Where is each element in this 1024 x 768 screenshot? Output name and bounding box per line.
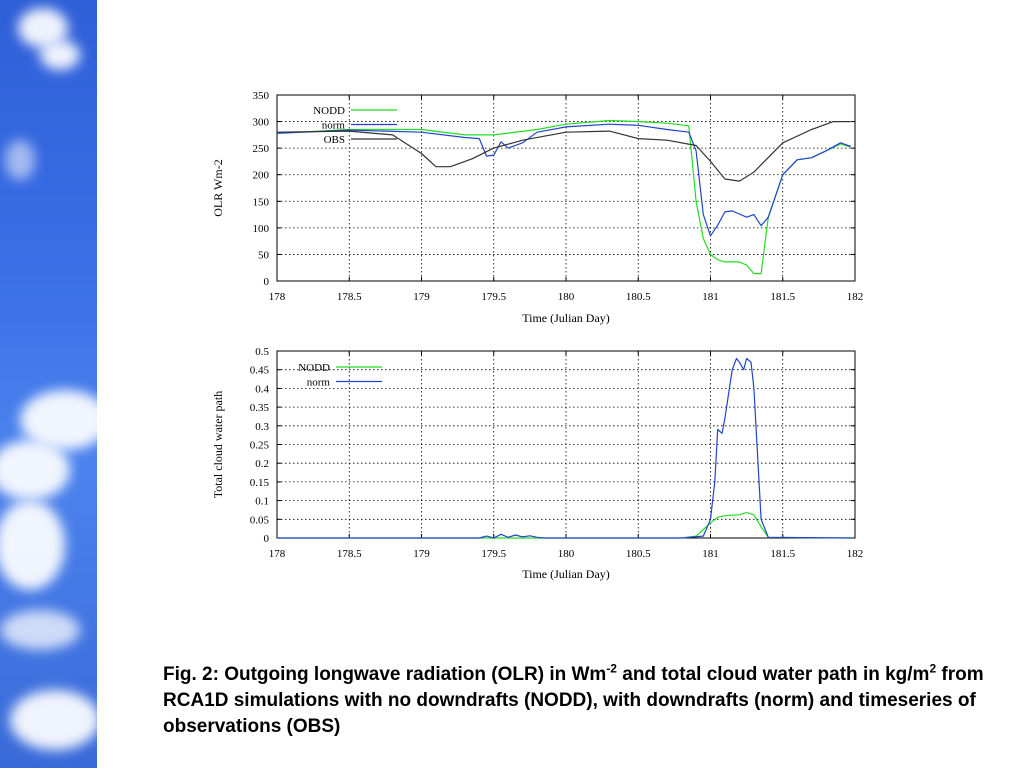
y-axis-label: OLR Wm-2 (211, 159, 225, 216)
legend-label-obs: OBS (324, 134, 345, 146)
x-tick-label: 182 (847, 548, 864, 560)
y-tick-label: 0.45 (250, 365, 270, 377)
x-tick-label: 182 (847, 291, 864, 303)
cloud-shape (40, 40, 80, 70)
y-tick-label: 150 (253, 196, 270, 208)
y-tick-label: 0.1 (255, 496, 269, 508)
y-tick-label: 0.25 (250, 440, 270, 452)
x-tick-label: 181 (702, 291, 719, 303)
legend-label-norm: norm (322, 120, 346, 132)
cloud-shape (0, 500, 65, 590)
x-axis-label: Time (Julian Day) (522, 567, 610, 581)
y-tick-label: 0.5 (255, 346, 269, 358)
y-axis-label: Total cloud water path (211, 391, 225, 498)
x-tick-label: 178.5 (337, 291, 362, 303)
figure-caption: Fig. 2: Outgoing longwave radiation (OLR… (163, 662, 1013, 740)
y-tick-label: 200 (253, 170, 270, 182)
x-tick-label: 179.5 (481, 548, 506, 560)
cloud-water-chart: 0 0.05 0.1 0.15 0.2 0.25 0.3 0.35 0.4 0.45 0.5 178 1… (211, 346, 863, 581)
x-tick-label: 178 (269, 291, 286, 303)
cloud-shape (0, 610, 80, 650)
series-line-norm (277, 357, 851, 539)
x-tick-label: 181 (702, 548, 719, 560)
plot-frame (276, 94, 856, 282)
cloud-shape (5, 140, 35, 180)
series-line-nodd (277, 511, 851, 539)
y-tick-label: 350 (253, 90, 270, 102)
x-tick-label: 179.5 (481, 291, 506, 303)
caption-part2: and total cloud water path in kg/m (616, 664, 930, 685)
caption-part3: from RCA1D simulations with no downdraft… (163, 664, 984, 737)
y-tick-label: 0 (264, 276, 270, 288)
x-tick-label: 180 (558, 291, 575, 303)
y-tick-label: 50 (258, 249, 270, 261)
series-line-obs (276, 120, 851, 182)
x-tick-label: 179 (413, 548, 430, 560)
legend-label-nodd: NODD (313, 105, 345, 117)
x-tick-label: 179 (413, 291, 430, 303)
legend-label-nodd: NODD (298, 362, 330, 374)
x-tick-label: 180.5 (626, 291, 651, 303)
y-tick-label: 0.05 (250, 514, 270, 526)
caption-sup1: -2 (606, 661, 617, 676)
sky-background-strip (0, 0, 97, 768)
y-tick-label: 0.35 (250, 402, 270, 414)
x-tick-label: 178 (269, 548, 286, 560)
caption-part1: Fig. 2: Outgoing longwave radiation (OLR… (163, 664, 607, 685)
y-tick-label: 250 (253, 143, 270, 155)
x-axis-label: Time (Julian Day) (522, 311, 610, 325)
x-tick-label: 181.5 (770, 291, 795, 303)
y-tick-label: 0.15 (250, 477, 270, 489)
legend-label-norm: norm (307, 377, 331, 389)
x-tick-label: 181.5 (770, 548, 795, 560)
series-line-norm (276, 123, 851, 237)
x-tick-label: 178.5 (337, 548, 362, 560)
x-tick-label: 180.5 (626, 548, 651, 560)
olr-chart: 0 50 100 150 200 250 300 350 178 178.5 179 179.5 180… (211, 90, 863, 325)
caption-sup2: 2 (929, 661, 937, 676)
y-tick-label: 100 (253, 223, 270, 235)
y-tick-label: 0.2 (255, 458, 269, 470)
y-tick-label: 300 (253, 117, 270, 129)
cloud-shape (0, 440, 70, 500)
series-line-nodd (276, 119, 851, 275)
figure-charts: 0 50 100 150 200 250 300 350 178 178.5 179 179.5 180… (211, 90, 863, 581)
x-tick-label: 180 (558, 548, 575, 560)
y-tick-label: 0 (264, 533, 270, 545)
y-tick-label: 0.4 (255, 383, 269, 395)
y-tick-label: 0.3 (255, 421, 269, 433)
cloud-shape (10, 690, 97, 750)
